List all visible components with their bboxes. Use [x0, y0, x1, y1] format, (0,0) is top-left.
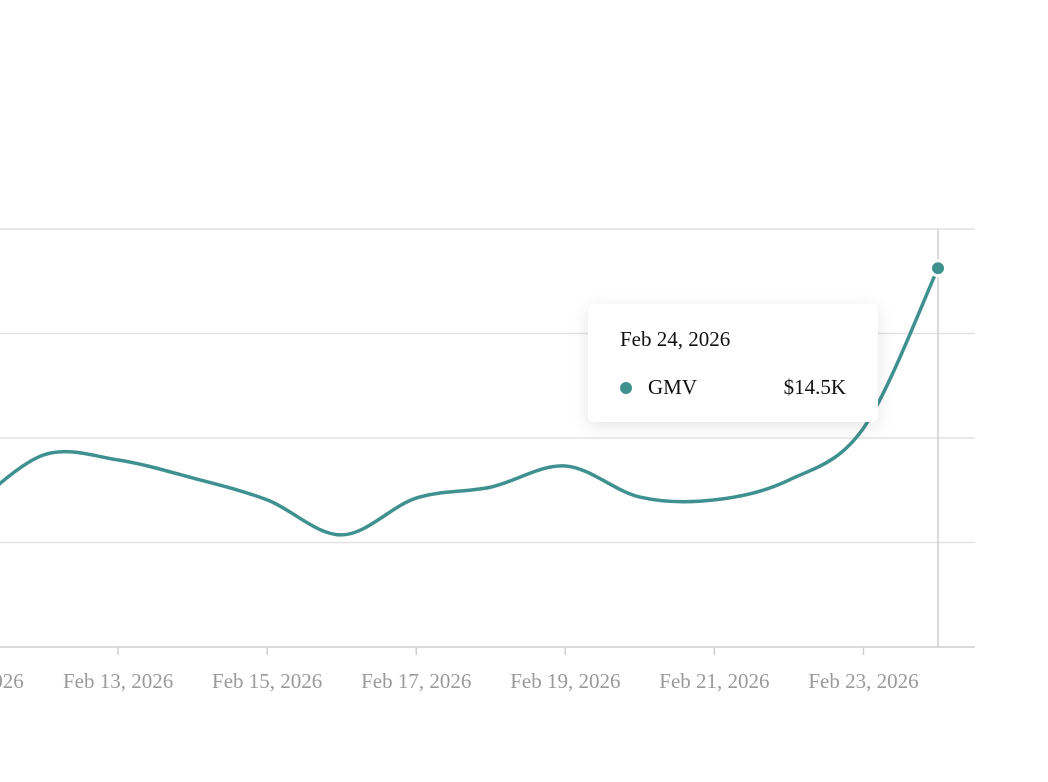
x-tick-label: Feb 21, 2026 [659, 669, 769, 693]
tooltip-date: Feb 24, 2026 [620, 327, 730, 351]
tooltip-series: GMV [648, 375, 697, 399]
line [0, 267, 940, 537]
tooltip: Feb 24, 2026 GMV $14.5K [588, 304, 878, 422]
x-tick-label: Feb 17, 2026 [361, 669, 471, 693]
x-tick-label: Feb 19, 2026 [510, 669, 620, 693]
x-tick-label: Feb 15, 2026 [212, 669, 322, 693]
active-point [929, 259, 948, 278]
x-tick-label: Feb 13, 2026 [63, 669, 173, 693]
x-tick-label: Feb 23, 2026 [808, 669, 918, 693]
tooltip-box [588, 304, 878, 422]
x-tick-label: Feb 11, 2026 [0, 669, 24, 693]
tooltip-swatch [620, 382, 632, 394]
tooltip-value: $14.5K [784, 375, 846, 399]
